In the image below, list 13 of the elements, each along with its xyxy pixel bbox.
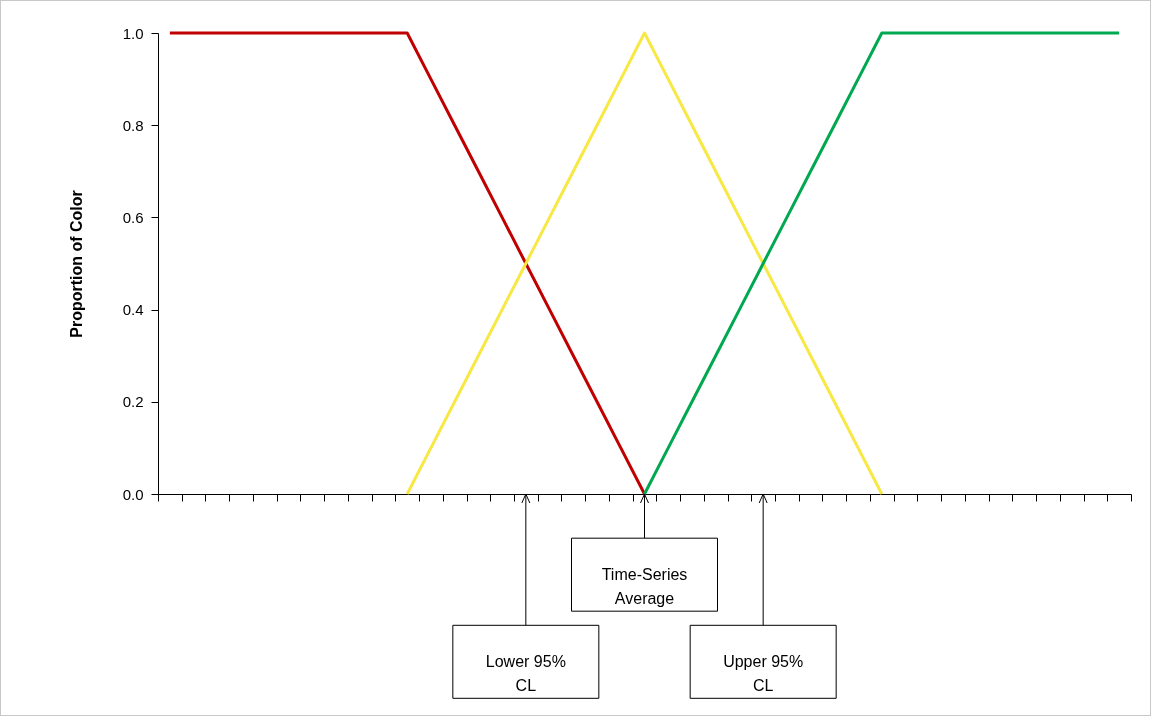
y-tick-label: 0.8 xyxy=(122,116,144,134)
text: Time-Series Average xyxy=(601,565,688,607)
text: Lower 95% CL xyxy=(485,652,566,694)
line-series xyxy=(405,31,884,496)
y-tick-label: 0.2 xyxy=(122,393,144,411)
line-series xyxy=(643,31,1121,496)
y-tick-label: 0.0 xyxy=(122,485,144,503)
line-series xyxy=(168,31,646,496)
y-tick-label: 0.6 xyxy=(122,208,144,226)
y-tick-label: 0.4 xyxy=(122,301,144,319)
y-axis-title: Proportion of Color xyxy=(67,190,85,338)
text: Upper 95% CL xyxy=(723,652,804,694)
y-tick-label: 1.0 xyxy=(122,24,144,42)
